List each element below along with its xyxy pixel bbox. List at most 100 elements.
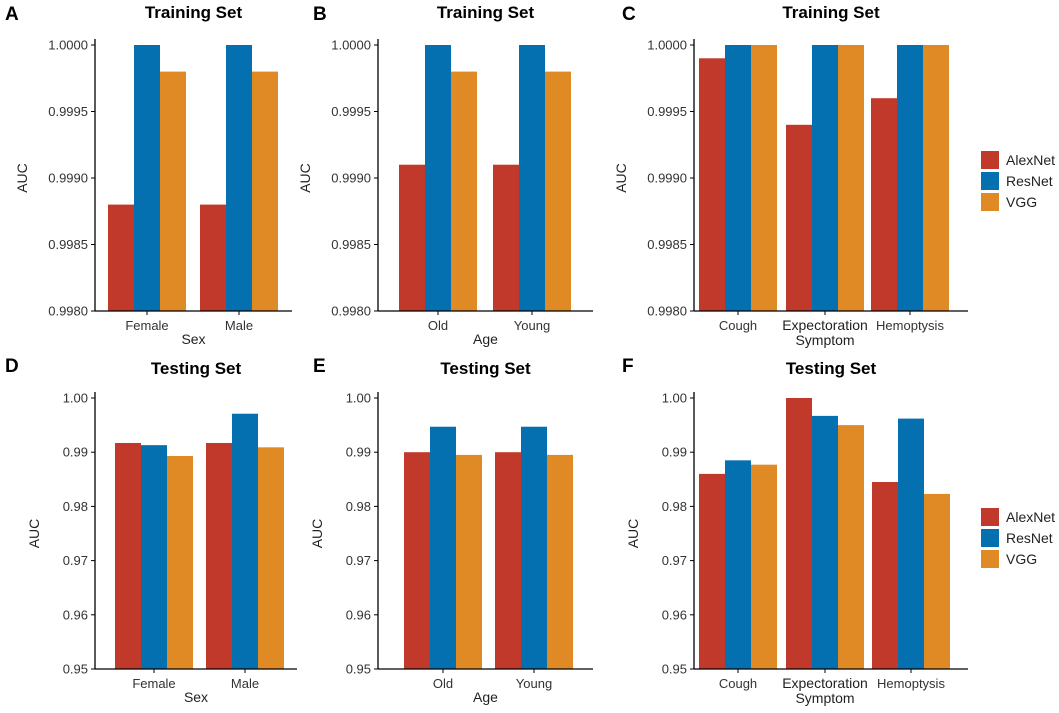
chart-panel-e: E Testing Set 0.95 0.96 0.97 0.98 0.99 1.00 Old Y…	[309, 356, 593, 705]
y-tick-label: 0.9995	[48, 104, 88, 119]
bar-vgg-hemoptysis	[923, 45, 949, 311]
bar-alexnet-young	[493, 164, 519, 311]
bar-vgg-cough	[751, 464, 777, 669]
legend-label-vgg: VGG	[1006, 194, 1037, 210]
legend-swatch-resnet	[981, 172, 999, 190]
bar-alexnet-female	[108, 204, 134, 311]
bar-vgg-hemoptysis	[924, 493, 950, 669]
y-tick-label: 0.99	[346, 445, 371, 460]
x-tick-label: Old	[428, 318, 448, 333]
y-tick-label: 0.9985	[647, 237, 687, 252]
bar-resnet-expectoration	[812, 45, 838, 311]
bar-resnet-young	[521, 426, 547, 669]
chart-panel-f: F Testing Set 0.95 0.96 0.97 0.98 0.99 1.00 Coug…	[622, 356, 968, 706]
legend-label-resnet: ResNet	[1006, 173, 1053, 189]
y-tick-label: 1.00	[63, 391, 88, 406]
bar-alexnet-old	[404, 452, 430, 669]
bar-resnet-cough	[725, 460, 751, 669]
y-tick-label: 0.99	[662, 445, 687, 460]
y-tick-label: 1.0000	[48, 38, 88, 53]
y-tick-label: 1.0000	[331, 38, 371, 53]
x-tick-label: Hemoptysis	[876, 318, 944, 333]
bar-vgg-male	[252, 71, 278, 311]
legend-swatch-vgg	[981, 193, 999, 211]
y-tick-label: 0.9990	[331, 171, 371, 186]
y-tick-label: 1.00	[662, 391, 687, 406]
bar-resnet-male	[226, 45, 252, 311]
panel-letter: E	[313, 356, 326, 377]
bar-vgg-cough	[751, 45, 777, 311]
bar-resnet-expectoration	[812, 415, 838, 669]
x-tick-label: Young	[516, 676, 552, 691]
panel-letter: F	[622, 356, 634, 377]
x-tick-label: Old	[433, 676, 453, 691]
x-axis-label: Age	[473, 689, 498, 705]
x-tick-label: Female	[132, 676, 175, 691]
bar-resnet-old	[425, 45, 451, 311]
bar-alexnet-hemoptysis	[871, 98, 897, 311]
chart-panel-c: C Training Set 0.9980 0.9985 0.9990 0.9995 1.0…	[613, 3, 968, 348]
y-tick-label: 0.97	[662, 553, 687, 568]
bar-vgg-old	[451, 71, 477, 311]
chart-panel-d: D Testing Set 0.95 0.96 0.97 0.98 0.99 1.00 Fema…	[5, 356, 297, 705]
bar-resnet-hemoptysis	[897, 45, 923, 311]
y-tick-label: 1.00	[346, 391, 371, 406]
panel-letter: C	[622, 4, 636, 25]
chart-title: Training Set	[782, 3, 880, 22]
y-tick-label: 0.9980	[331, 304, 371, 319]
bar-alexnet-female	[115, 442, 141, 669]
y-tick-label: 0.95	[63, 662, 88, 677]
chart-title: Testing Set	[440, 359, 531, 378]
legend-swatch-alexnet	[981, 508, 999, 526]
bar-vgg-old	[456, 454, 482, 669]
x-tick-label: Expectoration	[782, 675, 868, 691]
bar-alexnet-young	[495, 452, 521, 669]
bar-alexnet-male	[206, 442, 232, 669]
y-tick-label: 0.97	[346, 553, 371, 568]
y-tick-label: 0.9985	[331, 237, 371, 252]
y-axis-label: AUC	[613, 163, 629, 193]
x-tick-label: Male	[231, 676, 259, 691]
bar-resnet-hemoptysis	[898, 418, 924, 669]
bar-vgg-expectoration	[838, 425, 864, 669]
y-tick-label: 0.9985	[48, 237, 88, 252]
bar-alexnet-old	[399, 164, 425, 311]
bar-resnet-male	[232, 413, 258, 669]
y-tick-label: 0.9995	[647, 104, 687, 119]
bar-vgg-expectoration	[838, 45, 864, 311]
bar-resnet-female	[141, 445, 167, 669]
y-tick-label: 0.99	[63, 445, 88, 460]
y-tick-label: 0.95	[662, 662, 687, 677]
chart-title: Testing Set	[786, 359, 877, 378]
legend-top: AlexNet ResNet VGG	[981, 151, 1055, 211]
x-tick-label: Expectoration	[782, 317, 868, 333]
y-tick-label: 1.0000	[647, 38, 687, 53]
x-tick-label: Cough	[719, 318, 757, 333]
chart-panel-a: A Training Set 0.9980 0.9985 0.9990 0.9995 1.0…	[5, 3, 292, 347]
bar-alexnet-male	[200, 204, 226, 311]
y-tick-label: 0.98	[346, 499, 371, 514]
x-tick-label: Female	[125, 318, 168, 333]
bar-alexnet-hemoptysis	[872, 482, 898, 669]
y-tick-label: 0.98	[63, 499, 88, 514]
bar-vgg-female	[160, 71, 186, 311]
y-axis-label: AUC	[297, 163, 313, 193]
x-tick-label: Hemoptysis	[877, 676, 945, 691]
panel-letter: A	[5, 4, 19, 25]
bar-alexnet-expectoration	[786, 124, 812, 311]
x-axis-label: Symptom	[795, 690, 854, 706]
y-axis-label: AUC	[14, 163, 30, 193]
y-tick-label: 0.97	[63, 553, 88, 568]
legend-label-alexnet: AlexNet	[1006, 509, 1055, 525]
y-tick-label: 0.9990	[647, 171, 687, 186]
x-tick-label: Cough	[719, 676, 757, 691]
y-tick-label: 0.96	[662, 607, 687, 622]
panel-letter: D	[5, 356, 19, 377]
y-tick-label: 0.9990	[48, 171, 88, 186]
bar-alexnet-cough	[699, 473, 725, 669]
x-tick-label: Male	[225, 318, 253, 333]
y-tick-label: 0.9995	[331, 104, 371, 119]
y-tick-label: 0.96	[346, 607, 371, 622]
legend-bottom: AlexNet ResNet VGG	[981, 508, 1055, 568]
